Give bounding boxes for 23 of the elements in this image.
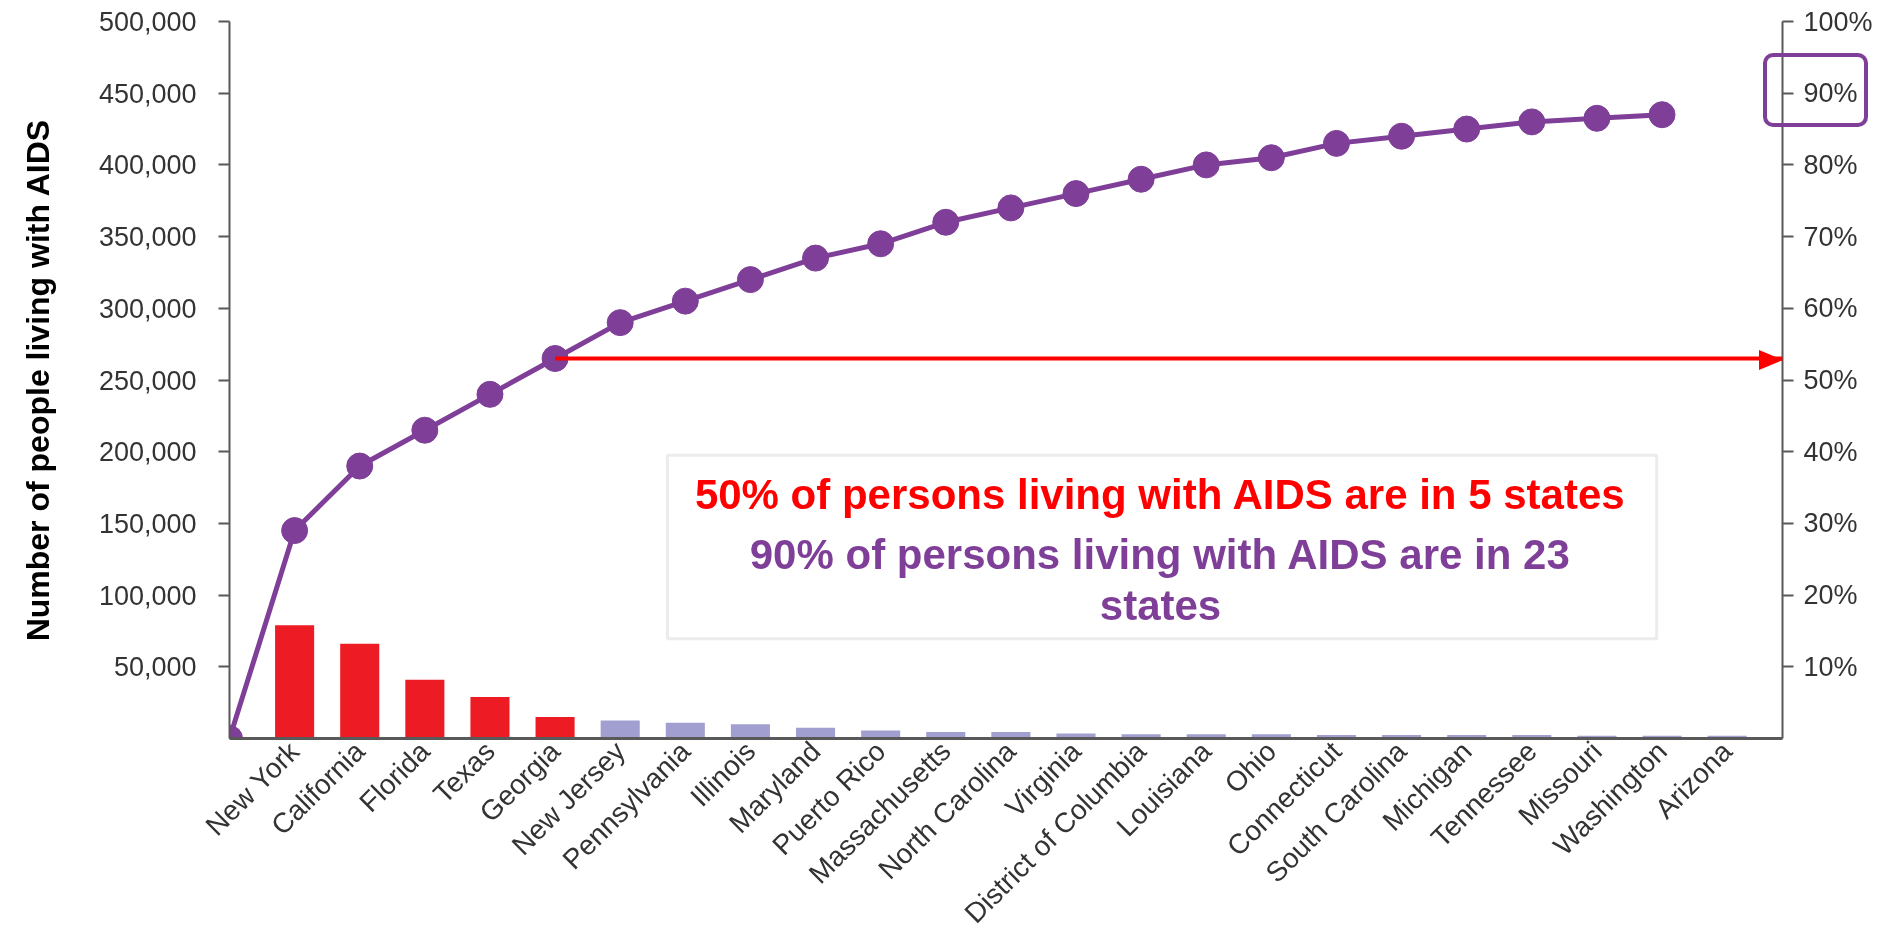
- y2-tick-label: 80%: [1803, 149, 1858, 180]
- y2-tick-label: 70%: [1803, 221, 1858, 252]
- y2-tick-label: 40%: [1803, 436, 1858, 467]
- y2-tick-label: 100%: [1803, 6, 1873, 37]
- y2-tick-label: 20%: [1803, 580, 1858, 611]
- annotation: 50% of persons living with AIDS are in 5 states: [694, 470, 1625, 518]
- y-tick-label: 500,000: [98, 7, 197, 37]
- y2-tick-label: 50%: [1803, 365, 1858, 395]
- y2-tick-label: 30%: [1803, 508, 1858, 539]
- y-axis-title: Number of people living with AIDS: [19, 119, 56, 642]
- y-tick-label: 250,000: [98, 365, 197, 396]
- y-tick-label: 400,000: [98, 150, 197, 181]
- y-tick-label: 50,000: [113, 652, 197, 683]
- y-tick-label: 100,000: [98, 580, 197, 611]
- y2-tick-label: 10%: [1803, 651, 1858, 682]
- annotation: 90% of persons living with AIDS are in 23 states: [749, 531, 1570, 629]
- y-tick-label: 450,000: [98, 78, 197, 109]
- y-tick-label: 150,000: [98, 508, 197, 539]
- y-tick-label: 200,000: [98, 437, 197, 468]
- y-tick-label: 350,000: [98, 222, 197, 253]
- y-tick-label: 300,000: [98, 293, 197, 324]
- y2-tick-label: 90%: [1803, 78, 1858, 109]
- y2-tick-label: 60%: [1803, 293, 1858, 324]
